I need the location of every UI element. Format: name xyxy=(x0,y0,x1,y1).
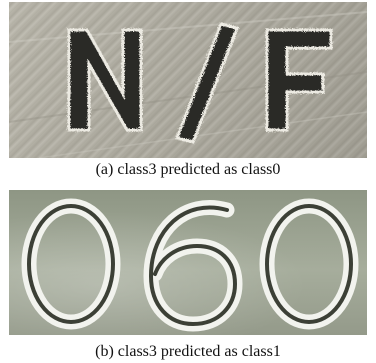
digit-zero-right xyxy=(259,198,359,330)
digit-six xyxy=(143,200,243,332)
slash-glyph xyxy=(174,22,240,144)
letter-n xyxy=(67,28,143,132)
engraved-nf-image xyxy=(9,2,367,158)
engraved-060-graphic xyxy=(21,198,359,332)
engraved-nf-graphic xyxy=(9,11,367,158)
digit-zero-left xyxy=(21,198,121,330)
caption-b: (b) class3 predicted as class1 xyxy=(95,343,281,360)
letter-f xyxy=(265,28,333,132)
engraved-060-image xyxy=(9,190,367,335)
caption-a: (a) class3 predicted as class0 xyxy=(95,161,281,178)
